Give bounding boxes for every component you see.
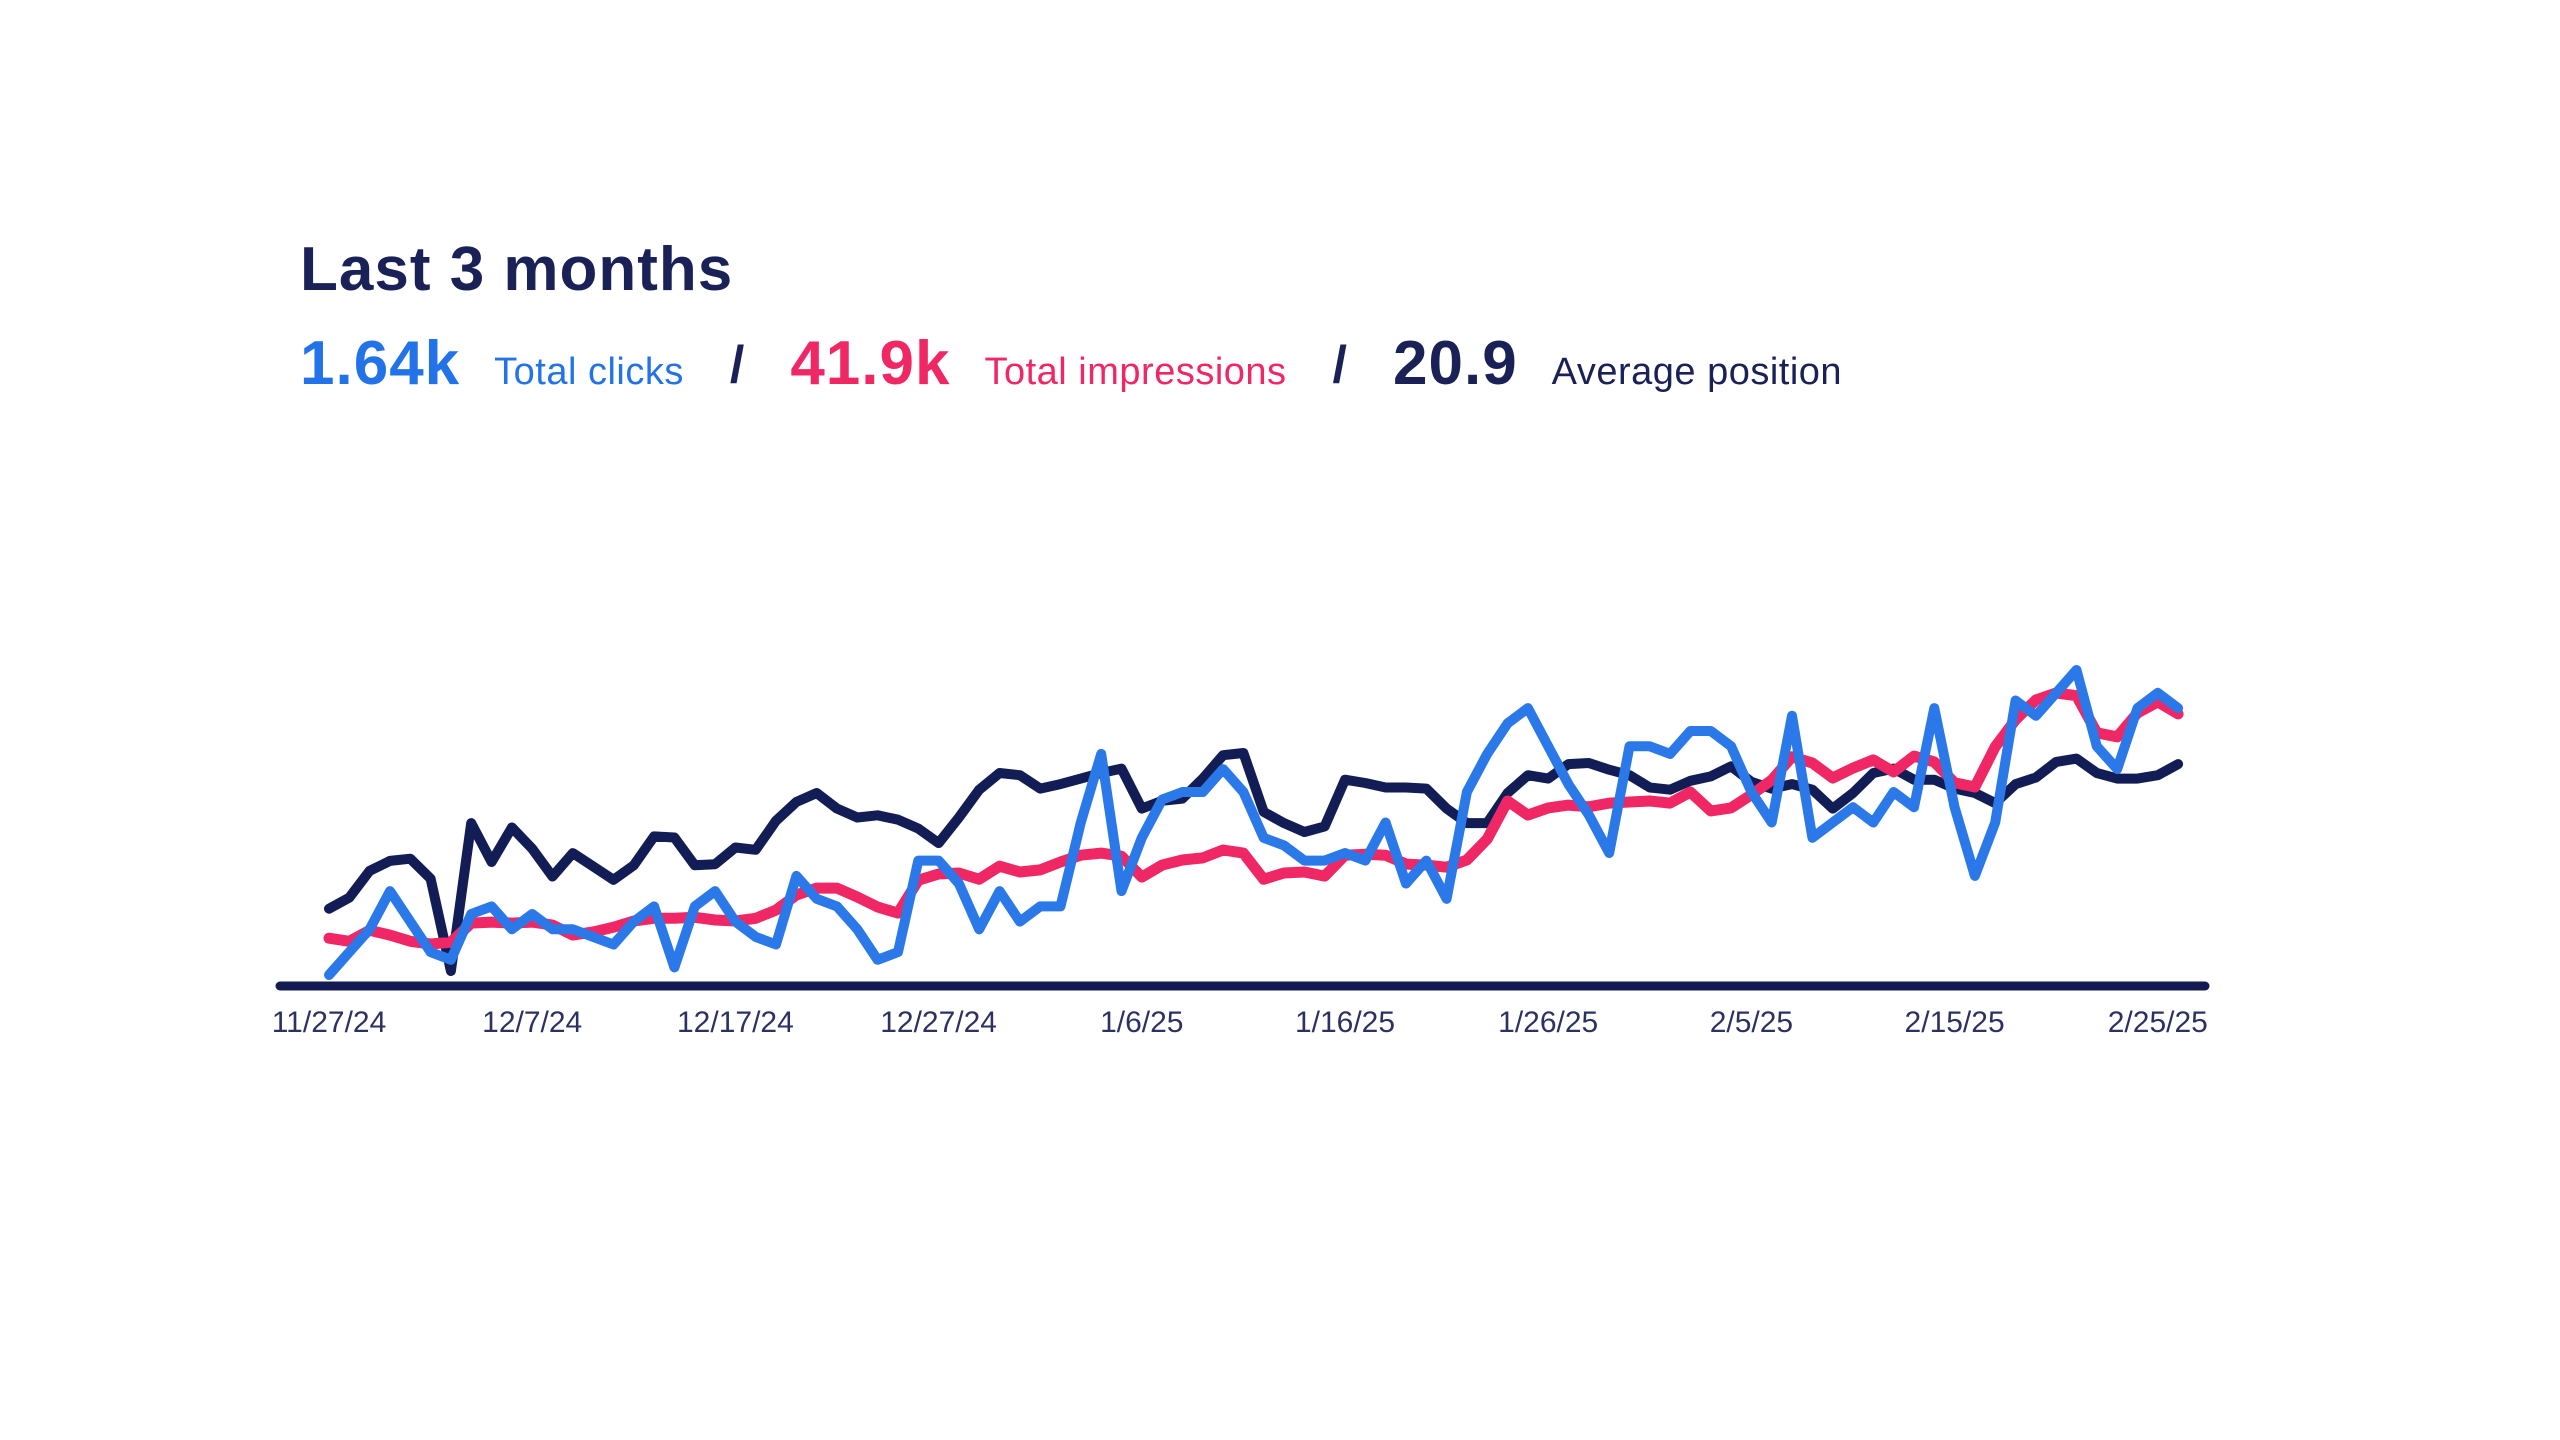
separator-slash: / [1332,336,1347,395]
report-header: Last 3 months 1.64k Total clicks / 41.9k… [300,235,1842,399]
x-tick-label: 1/16/25 [1295,1006,1395,1039]
x-tick-label: 12/27/24 [880,1006,997,1039]
average-position-label: Average position [1551,351,1843,394]
x-tick-label: 12/7/24 [482,1006,582,1039]
average-position-value: 20.9 [1393,329,1518,399]
total-clicks-label: Total clicks [494,351,684,394]
metric-total-clicks[interactable]: 1.64k Total clicks [300,328,684,399]
x-tick-label: 2/5/25 [1710,1006,1793,1039]
x-tick-label: 1/6/25 [1100,1006,1183,1039]
position-line [324,748,2184,976]
x-tick-label: 12/17/24 [677,1006,794,1039]
total-impressions-value: 41.9k [790,329,951,399]
x-tick-label: 2/15/25 [1905,1006,2005,1039]
total-impressions-label: Total impressions [984,351,1287,394]
total-clicks-value: 1.64k [300,329,461,399]
x-tick-label: 1/26/25 [1498,1006,1598,1039]
metric-summary-row: 1.64k Total clicks / 41.9k Total impress… [300,328,1842,399]
separator-slash: / [729,336,745,395]
clicks-line [324,665,2184,980]
metric-total-impressions[interactable]: 41.9k Total impressions [790,328,1286,399]
page-title: Last 3 months [300,235,734,304]
x-tick-label: 11/27/24 [272,1006,387,1039]
metric-average-position[interactable]: 20.9 Average position [1393,328,1842,399]
x-tick-label: 2/25/25 [2108,1006,2208,1039]
